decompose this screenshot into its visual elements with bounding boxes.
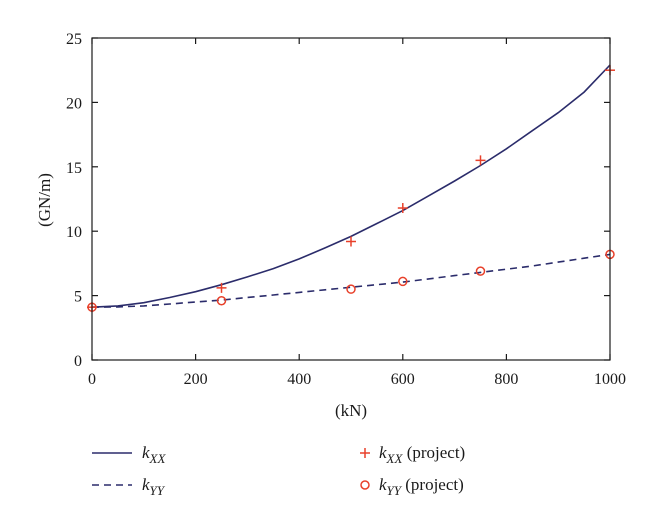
y-tick-label: 10: [66, 224, 82, 241]
legend: kXX kYY kXX (project) kYY (project): [92, 443, 465, 498]
series-kyy-project-point: [398, 276, 408, 287]
legend-kyy-project: kYY (project): [360, 475, 464, 498]
y-tick-label: 25: [66, 31, 82, 48]
x-axis-label: (kN): [335, 401, 367, 420]
x-tick-label: 200: [184, 371, 208, 388]
y-tick-label: 5: [74, 289, 82, 306]
x-tick-label: 800: [494, 371, 518, 388]
legend-kyy-project-swatch: [360, 480, 370, 490]
y-tick-label: 15: [66, 160, 82, 177]
legend-kxx-label: kXX: [142, 443, 166, 466]
legend-kyy-project-label: kYY (project): [379, 475, 464, 498]
x-tick-label: 1000: [594, 371, 626, 388]
series-kxx-project-point: [397, 203, 408, 214]
x-tick-label: 600: [391, 371, 415, 388]
legend-kyy: kYY: [92, 475, 166, 498]
legend-kxx-project: kXX (project): [360, 443, 465, 466]
legend-kxx: kXX: [92, 443, 166, 466]
series-kyy-line: [91, 253, 611, 308]
series-kyy-project-point: [216, 296, 227, 306]
series-kxx-project-point: [475, 155, 486, 166]
y-tick-label: 0: [74, 353, 82, 370]
y-tick-label: 20: [66, 95, 82, 112]
legend-kxx-project-label: kXX (project): [379, 443, 465, 466]
legend-kxx-project-swatch: [360, 448, 370, 458]
x-tick-label: 0: [88, 371, 96, 388]
series-kxx-project-point: [346, 236, 356, 247]
plot-frame: [91, 37, 611, 361]
series-kxx-project-point: [216, 282, 227, 293]
legend-kyy-label: kYY: [142, 475, 166, 498]
axes: 0 200 400 600 800 1000 0 5 10 15 20 25: [66, 31, 626, 388]
series-kyy-project-point: [475, 266, 486, 276]
series-kxx-line: [91, 64, 611, 308]
series-kyy-project-point: [346, 284, 356, 294]
plot-area: [87, 64, 615, 313]
x-tick-label: 400: [287, 371, 311, 388]
y-axis-label: (GN/m): [35, 173, 54, 227]
